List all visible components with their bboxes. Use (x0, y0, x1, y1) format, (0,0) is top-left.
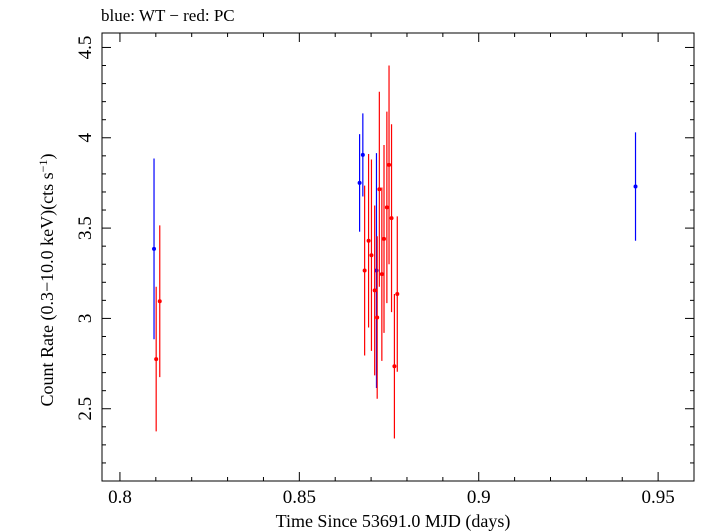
data-point (366, 238, 371, 243)
y-tick-label: 3.5 (75, 216, 96, 240)
y-tick-label: 4.5 (75, 36, 96, 60)
data-point (377, 187, 382, 192)
data-point (379, 272, 384, 277)
data-point (387, 162, 392, 167)
data-points (152, 65, 638, 439)
series-pc (154, 65, 400, 439)
y-tick-label: 4 (75, 133, 96, 143)
data-point (384, 205, 389, 210)
x-tick-label: 0.8 (108, 487, 132, 508)
data-point (375, 315, 380, 320)
y-axis-label: Count Rate (0.3−10.0 keV)(cts s−1) (36, 154, 58, 407)
data-point (395, 292, 400, 297)
y-tick-labels: 2.5 3 3.5 4 4.5 (75, 36, 96, 421)
data-point (633, 184, 638, 189)
data-point (392, 364, 397, 369)
data-point (152, 246, 157, 251)
data-point (357, 180, 362, 185)
series-wt (152, 113, 638, 388)
data-point (360, 152, 365, 157)
x-tick-labels: 0.8 0.85 0.9 0.95 (108, 487, 675, 508)
data-point (372, 288, 377, 293)
x-tick-label: 0.9 (467, 487, 491, 508)
data-point (369, 253, 374, 258)
data-point (154, 357, 159, 362)
plot-area (101, 32, 695, 482)
y-axis-label-superscript: −1 (36, 160, 50, 173)
data-point (157, 299, 162, 304)
data-point (389, 216, 394, 221)
y-tick-label: 3 (75, 314, 96, 324)
x-tick-label: 0.95 (641, 487, 674, 508)
y-tick-label: 2.5 (75, 397, 96, 421)
data-point (362, 268, 367, 273)
x-axis-label: Time Since 53691.0 MJD (days) (276, 511, 511, 532)
plot-frame (101, 32, 695, 482)
axis-ticks (102, 33, 695, 481)
data-point (382, 236, 387, 241)
x-tick-label: 0.85 (283, 487, 316, 508)
chart-title: blue: WT − red: PC (101, 6, 235, 25)
